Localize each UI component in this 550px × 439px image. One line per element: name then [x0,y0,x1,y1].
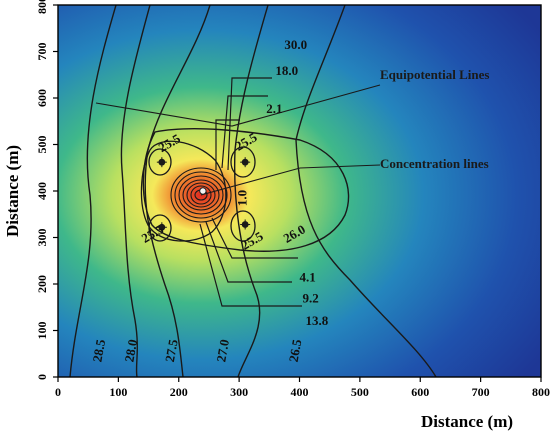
points-layer [156,157,251,233]
concentration-label: 18.0 [275,63,298,78]
x-tick-label: 500 [351,385,369,399]
concentration-rings [170,167,232,223]
y-tick-label: 300 [35,229,49,247]
x-axis-title: Distance (m) [421,412,513,431]
contour-labels: 28.5 28.0 27.5 27.0 26.525.5 25.525.5 25.5 26.0… [89,37,328,363]
concentration-label: 4.1 [300,270,316,285]
y-tick-label: 100 [35,322,49,340]
equipotential-annotation: Equipotential Lines [380,67,489,82]
well-ring [148,214,172,242]
concentration-field [58,5,541,377]
equipotential-line-28-0 [120,5,151,377]
equipotential-label: 27.0 [213,338,232,363]
equipotential-label: 27.5 [162,338,181,364]
y-tick-label: 400 [35,182,49,200]
concentration-annotation: Concentration lines [380,156,489,171]
concentration-label: 9.2 [303,291,319,306]
y-tick-label: 800 [35,0,49,14]
x-tick-label: 0 [55,385,61,399]
concentration-leaders [199,77,302,307]
y-axis-title: Distance (m) [3,145,22,237]
y-tick-label: 700 [35,43,49,61]
concentration-label: 30.0 [284,37,307,52]
x-tick-label: 200 [170,385,188,399]
source-point [199,187,207,195]
concentration-label: 2.1 [266,101,282,116]
equipotential-line-26-5 [295,5,437,377]
equipotential-line-27-5 [144,5,211,377]
x-tick-label: 400 [291,385,309,399]
equipotential-label: 26.5 [286,338,305,364]
well-ring [230,210,256,242]
y-tick-label: 200 [35,275,49,293]
x-tick-label: 100 [109,385,127,399]
y-tick-label: 600 [35,89,49,107]
x-tick-label: 300 [230,385,248,399]
contour-layer [69,5,437,377]
equipotential-line-25-5 [140,140,227,242]
axes-layer: 0 100 200 300 400 500 600 700 800 0 100 200 300 400 50… [35,0,550,399]
equipotential-line-26-0 [142,128,350,252]
x-tick-label: 800 [532,385,550,399]
y-tick-label: 500 [35,136,49,154]
well-ring [230,146,256,178]
annotation-leaders [95,84,381,196]
y-tick-label: 0 [35,374,49,380]
concentration-label: 13.8 [306,313,329,328]
equipotential-label: 28.0 [121,338,140,363]
x-tick-label: 600 [411,385,429,399]
well-ring [148,148,172,176]
equipotential-line-27-0 [233,5,269,377]
equipotential-label: 28.5 [89,338,108,364]
x-tick-label: 700 [472,385,490,399]
concentration-label: 1.0 [234,190,249,206]
equipotential-line-28-5 [69,5,117,377]
